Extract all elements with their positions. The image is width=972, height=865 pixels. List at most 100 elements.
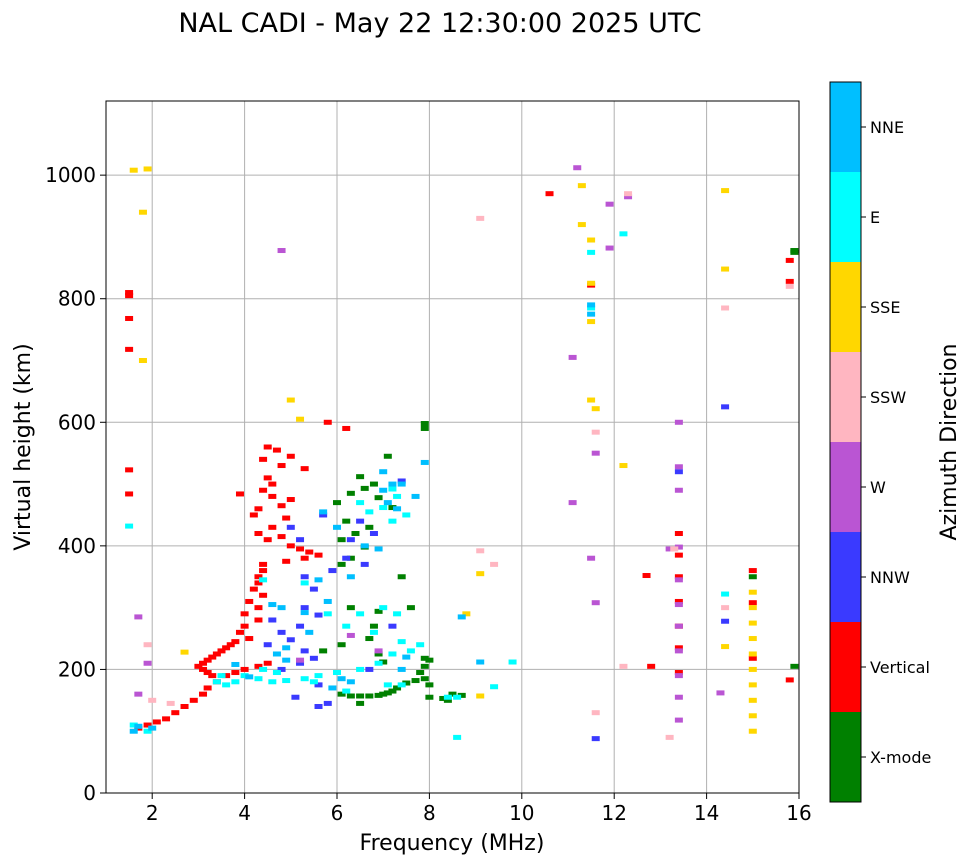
data-point-vertical: [254, 580, 263, 586]
data-point-vertical: [231, 670, 240, 676]
data-point-w: [605, 201, 614, 207]
data-point-e: [587, 249, 596, 255]
data-point-vertical: [254, 605, 263, 611]
data-point-e: [508, 659, 517, 665]
data-point-vertical: [259, 592, 268, 598]
x-tick-label: 12: [601, 801, 626, 825]
x-axis-ticks: 2 4 6 8 10 12 14 16: [146, 793, 812, 825]
data-point-nne: [319, 509, 328, 515]
data-point-vertical: [208, 654, 217, 660]
data-point-w: [674, 487, 683, 493]
data-point-sse: [138, 358, 147, 363]
data-point-e: [379, 605, 388, 611]
data-point-x-mode: [420, 676, 429, 682]
data-point-sse: [591, 406, 600, 412]
data-point-w: [591, 600, 600, 606]
data-point-nne: [420, 459, 429, 465]
data-point-vertical: [235, 629, 244, 635]
data-point-vertical: [212, 651, 221, 657]
data-point-vertical: [342, 425, 351, 431]
data-point-sse: [748, 605, 757, 611]
data-point-nnw: [286, 637, 295, 643]
data-point-nnw: [314, 682, 323, 688]
data-point-vertical: [249, 512, 258, 518]
data-point-e: [619, 231, 628, 237]
data-point-e: [342, 623, 351, 629]
data-point-w: [674, 577, 683, 583]
data-point-e: [721, 591, 730, 597]
data-point-e: [314, 673, 323, 679]
data-point-vertical: [282, 515, 291, 521]
data-point-x-mode: [346, 693, 355, 699]
data-point-w: [674, 602, 683, 608]
data-point-x-mode: [337, 691, 346, 697]
colorbar: X-mode Vertical NNW W SSW SSE E NNE: [829, 81, 931, 803]
x-tick-label: 2: [146, 801, 159, 825]
data-point-vertical: [674, 531, 683, 536]
data-point-x-mode: [790, 249, 799, 255]
data-point-vertical: [545, 191, 554, 197]
data-point-vertical: [162, 716, 171, 722]
data-point-w: [716, 690, 725, 696]
data-point-e: [240, 673, 249, 679]
data-point-vertical: [199, 660, 208, 666]
data-point-x-mode: [365, 693, 374, 699]
data-point-e: [222, 682, 231, 688]
data-point-vertical: [259, 487, 268, 493]
data-point-x-mode: [369, 481, 378, 487]
data-point-ssw: [166, 700, 175, 706]
data-point-w: [374, 648, 383, 654]
data-point-sse: [577, 183, 586, 189]
data-point-vertical: [125, 467, 134, 473]
colorbar-segment: [830, 352, 861, 442]
data-point-vertical: [125, 293, 134, 299]
data-point-e: [416, 642, 425, 648]
data-point-nne: [346, 679, 355, 685]
colorbar-segment: [830, 262, 861, 352]
data-point-sse: [587, 280, 596, 286]
data-point-w: [674, 694, 683, 700]
colorbar-label: Vertical: [870, 658, 930, 677]
data-point-nnw: [296, 660, 305, 666]
x-tick-label: 10: [509, 801, 534, 825]
data-point-e: [333, 670, 341, 676]
data-point-e: [272, 670, 281, 676]
colorbar-label: SSW: [870, 388, 906, 407]
data-point-nnw: [591, 736, 600, 742]
data-point-x-mode: [402, 680, 411, 686]
data-point-nnw: [300, 648, 309, 654]
data-point-x-mode: [356, 700, 365, 706]
data-point-w: [568, 354, 577, 360]
data-point-vertical: [785, 278, 794, 284]
data-point-w: [568, 500, 577, 506]
data-point-x-mode: [420, 425, 429, 431]
data-point-e: [217, 673, 226, 679]
data-point-nne: [333, 524, 341, 530]
data-point-vertical: [674, 670, 683, 676]
data-point-vertical: [674, 552, 683, 558]
data-point-vertical: [268, 493, 277, 499]
data-point-vertical: [268, 481, 277, 487]
data-point-e: [374, 660, 383, 666]
data-point-x-mode: [346, 555, 355, 561]
x-axis-label: Frequency (MHz): [360, 831, 545, 856]
grid: [106, 101, 800, 794]
data-point-ssw: [624, 191, 633, 197]
data-point-nne: [393, 506, 402, 512]
data-point-vertical: [314, 552, 323, 558]
data-point-vertical: [286, 497, 295, 503]
data-point-sse: [129, 167, 138, 173]
data-point-nne: [300, 610, 309, 616]
data-point-vertical: [748, 568, 757, 574]
data-point-w: [674, 673, 683, 679]
colorbar-segment: [830, 442, 861, 532]
data-point-vertical: [300, 555, 309, 561]
data-point-sse: [296, 416, 305, 422]
data-point-x-mode: [337, 642, 346, 648]
data-point-nne: [305, 629, 314, 635]
data-point-e: [356, 666, 365, 672]
colorbar-segment: [830, 712, 861, 802]
y-axis-label: Virtual height (km): [11, 343, 36, 550]
data-point-vertical: [642, 573, 651, 579]
